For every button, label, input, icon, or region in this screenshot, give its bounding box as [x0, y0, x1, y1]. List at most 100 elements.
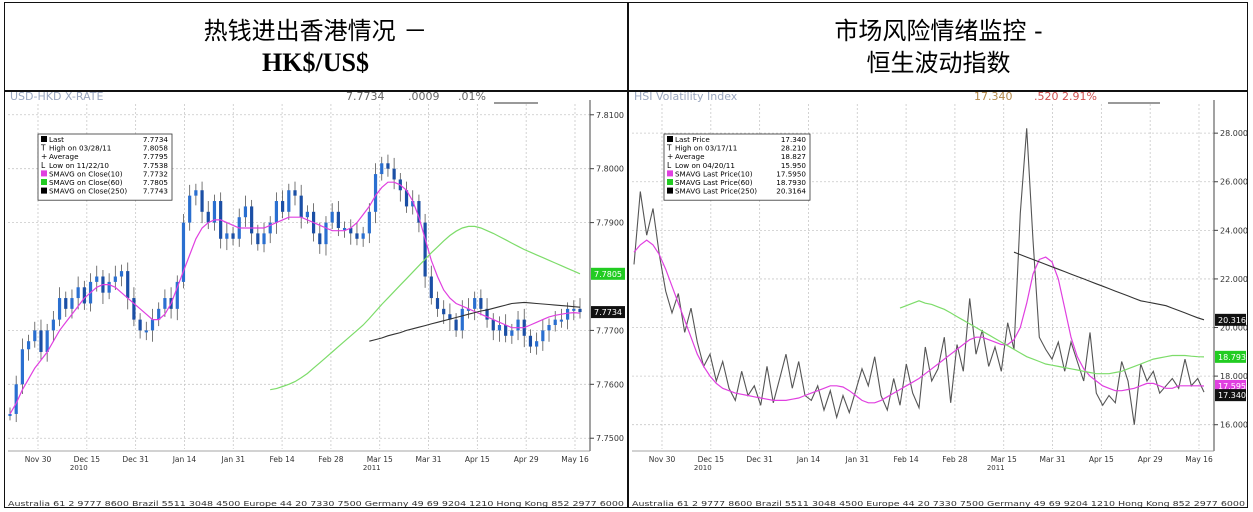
right-tag-label: 17.340: [1218, 391, 1246, 400]
legend-label: SMAVG on Close(10): [49, 169, 123, 178]
legend-marker: +: [667, 152, 673, 161]
x-year-label: 2010: [694, 464, 712, 472]
candle-body: [442, 308, 446, 315]
x-tick-label: Feb 28: [318, 455, 343, 464]
left-header-line2: HK$/US$: [262, 48, 369, 77]
series-line-2: [270, 225, 581, 391]
candle-body: [572, 308, 576, 311]
x-tick-label: Apr 15: [465, 455, 490, 464]
legend-marker: T: [666, 144, 672, 153]
right-tag-label: 17.595: [1218, 382, 1246, 391]
y-tick-label: 7.8000: [596, 165, 624, 174]
legend-value: 7.7795: [143, 152, 168, 161]
candle-body: [188, 195, 192, 223]
right-tag-box: [1215, 313, 1246, 326]
x-year-label: 2011: [363, 464, 381, 472]
x-tick-label: Apr 29: [1138, 455, 1163, 464]
candle-body: [76, 287, 80, 299]
candle-body: [355, 233, 359, 239]
candle-body: [566, 308, 570, 320]
legend-value: 18.827: [781, 152, 806, 161]
candle-body: [510, 330, 514, 336]
candle-body: [119, 271, 124, 277]
legend-marker: L: [667, 161, 672, 170]
header-divider: [4, 90, 1248, 92]
candle-body: [243, 206, 248, 218]
candle-body: [64, 298, 68, 309]
candle-body: [70, 298, 74, 309]
left-header-line1: 热钱进出香港情况 －: [203, 17, 428, 45]
x-tick-label: Dec 15: [74, 455, 101, 464]
legend-label: High on 03/28/11: [49, 144, 111, 153]
series-line-3: [369, 301, 581, 342]
candle-body: [51, 319, 55, 331]
legend-swatch: [41, 170, 47, 177]
legend-value: 20.3164: [776, 187, 806, 196]
right-tag-label: 7.7805: [594, 270, 622, 279]
x-tick-label: Jan 31: [221, 455, 246, 464]
candle-body: [144, 330, 148, 333]
candle-body: [250, 206, 254, 234]
x-tick-label: Apr 15: [1089, 455, 1114, 464]
legend-label: Average: [675, 152, 705, 161]
candle-body: [342, 227, 347, 230]
candle-body: [423, 222, 427, 277]
candle-body: [485, 308, 489, 320]
legend-value: 28.210: [781, 144, 807, 153]
x-tick-label: Jan 14: [172, 455, 197, 464]
candle-body: [14, 384, 18, 414]
legend-label: SMAVG on Close(250): [49, 187, 127, 196]
candle-body: [287, 190, 291, 212]
series-line-2: [899, 300, 1205, 375]
series-line-1: [633, 239, 1205, 404]
candle-body: [373, 174, 378, 212]
candle-body: [126, 271, 130, 299]
candle-body: [293, 190, 297, 196]
candle-body: [380, 163, 384, 175]
y-tick-label: 26.000: [1220, 178, 1247, 187]
header-value: .520: [1034, 92, 1059, 103]
series-line-1: [9, 181, 581, 415]
right-tag-label: 7.7734: [594, 308, 622, 317]
y-tick-label: 7.8100: [596, 111, 624, 120]
legend-label: SMAVG Last Price(60): [675, 178, 753, 187]
legend-swatch: [667, 179, 673, 185]
legend-value: 17.5950: [776, 169, 806, 178]
candle-body: [95, 276, 99, 282]
candle-body: [194, 190, 198, 196]
series-line-3: [1013, 251, 1205, 321]
legend-label: Low on 04/20/11: [675, 161, 735, 170]
header-value: 17.340: [974, 92, 1013, 103]
legend-box: [663, 133, 811, 201]
candle-body: [33, 330, 37, 342]
chart-title: HSI Volatility Index: [634, 92, 738, 103]
right-tag-label: 18.793: [1218, 353, 1246, 362]
candle-body: [386, 163, 390, 169]
y-tick-label: 7.7500: [596, 434, 624, 443]
x-year-label: 2011: [987, 464, 1005, 472]
right-tag-box: [1215, 389, 1246, 402]
outer-table-border: [4, 2, 1248, 508]
x-tick-label: Apr 29: [514, 455, 539, 464]
x-tick-label: Dec 31: [746, 455, 773, 464]
candle-body: [225, 233, 229, 239]
right-tag-box: [1215, 379, 1246, 392]
candle-body: [435, 298, 440, 309]
candle-body: [367, 211, 371, 234]
chart-title: USD-HKD X-RATE: [10, 92, 103, 103]
legend-swatch: [41, 187, 47, 194]
candle-body: [274, 201, 279, 223]
column-divider: [627, 2, 629, 508]
legend-swatch: [667, 187, 673, 194]
candle-body: [212, 201, 217, 223]
header-value: .0009: [408, 92, 440, 103]
candle-body: [578, 308, 582, 313]
right-header: 市场风险情绪监控 - 恒生波动指数: [629, 4, 1248, 90]
y-tick-label: 7.7700: [596, 326, 624, 335]
candle-body: [460, 308, 464, 331]
y-tick-label: 16.000: [1220, 421, 1247, 430]
left-header: 热钱进出香港情况 － HK$/US$: [4, 4, 627, 90]
legend-marker: +: [41, 152, 47, 161]
x-tick-label: Nov 30: [649, 455, 676, 464]
candle-body: [157, 308, 161, 320]
